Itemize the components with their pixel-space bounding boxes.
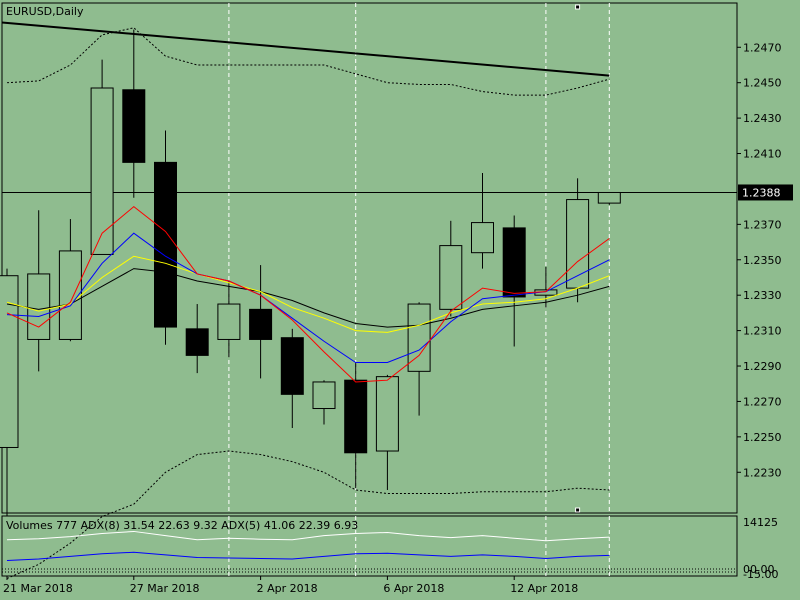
y-tick-label: 1.2290 [743,360,782,373]
y-tick-label: 1.2330 [743,289,782,302]
candle-bull [0,275,19,448]
candle-bear [154,161,177,328]
chart-title: EURUSD,Daily [6,5,84,18]
main-plot-frame [1,2,738,514]
candle-bull [217,303,241,340]
current-price-tag [738,184,793,201]
trendline [1,21,610,77]
candle-bear [122,89,146,163]
candle-bull [566,199,590,289]
x-tick-label: 12 Apr 2018 [510,582,578,595]
y-tick-label: 1.2230 [743,466,782,479]
sub-tick-top: 14125 [743,516,778,529]
candle-bear [502,227,526,298]
selection-marker-bottom [575,507,581,513]
indicator-plot-frame [1,515,738,577]
current-price-label: 1.2388 [742,186,781,199]
candle-bull [375,376,399,452]
candle-bull [597,191,621,204]
candle-bull [471,222,494,254]
y-tick-label: 1.2410 [743,148,782,161]
ma-red-line [6,206,610,383]
y-tick-label: 1.2310 [743,325,782,338]
x-tick-label: 27 Mar 2018 [130,582,200,595]
ma-black-line [6,268,610,328]
y-tick-label: 1.2250 [743,431,782,444]
candle-bear [249,308,273,340]
candle-bull [90,87,114,255]
selection-marker-top [575,4,581,10]
candle-bull [312,381,336,410]
y-tick-label: 1.2350 [743,254,782,267]
indicator-label: Volumes 777 ADX(8) 31.54 22.63 9.32 ADX(… [6,519,358,532]
candle-bear [280,337,304,395]
ma-blue-line [6,232,610,363]
y-tick-label: 1.2270 [743,395,782,408]
x-tick-label: 21 Mar 2018 [3,582,73,595]
y-tick-label: 1.2370 [743,218,782,231]
x-tick-label: 2 Apr 2018 [257,582,318,595]
y-tick-label: 1.2470 [743,41,782,54]
candle-bull [27,273,51,340]
sub-tick-mid: 00.00 [743,563,775,576]
y-tick-label: 1.2450 [743,77,782,90]
x-tick-label: 6 Apr 2018 [383,582,444,595]
candle-bear [344,379,368,454]
envelope-upper [6,27,610,96]
candle-bull [407,303,431,372]
sub-tick-bottom: -15.00 [743,568,778,581]
y-tick-label: 1.2430 [743,112,782,125]
candle-bear [185,328,209,356]
candle-bull [439,245,463,310]
envelope-lower [6,450,610,579]
adx-blue-line [6,551,610,562]
adx-white-line [6,530,610,542]
ma-yellow-line [6,255,610,333]
